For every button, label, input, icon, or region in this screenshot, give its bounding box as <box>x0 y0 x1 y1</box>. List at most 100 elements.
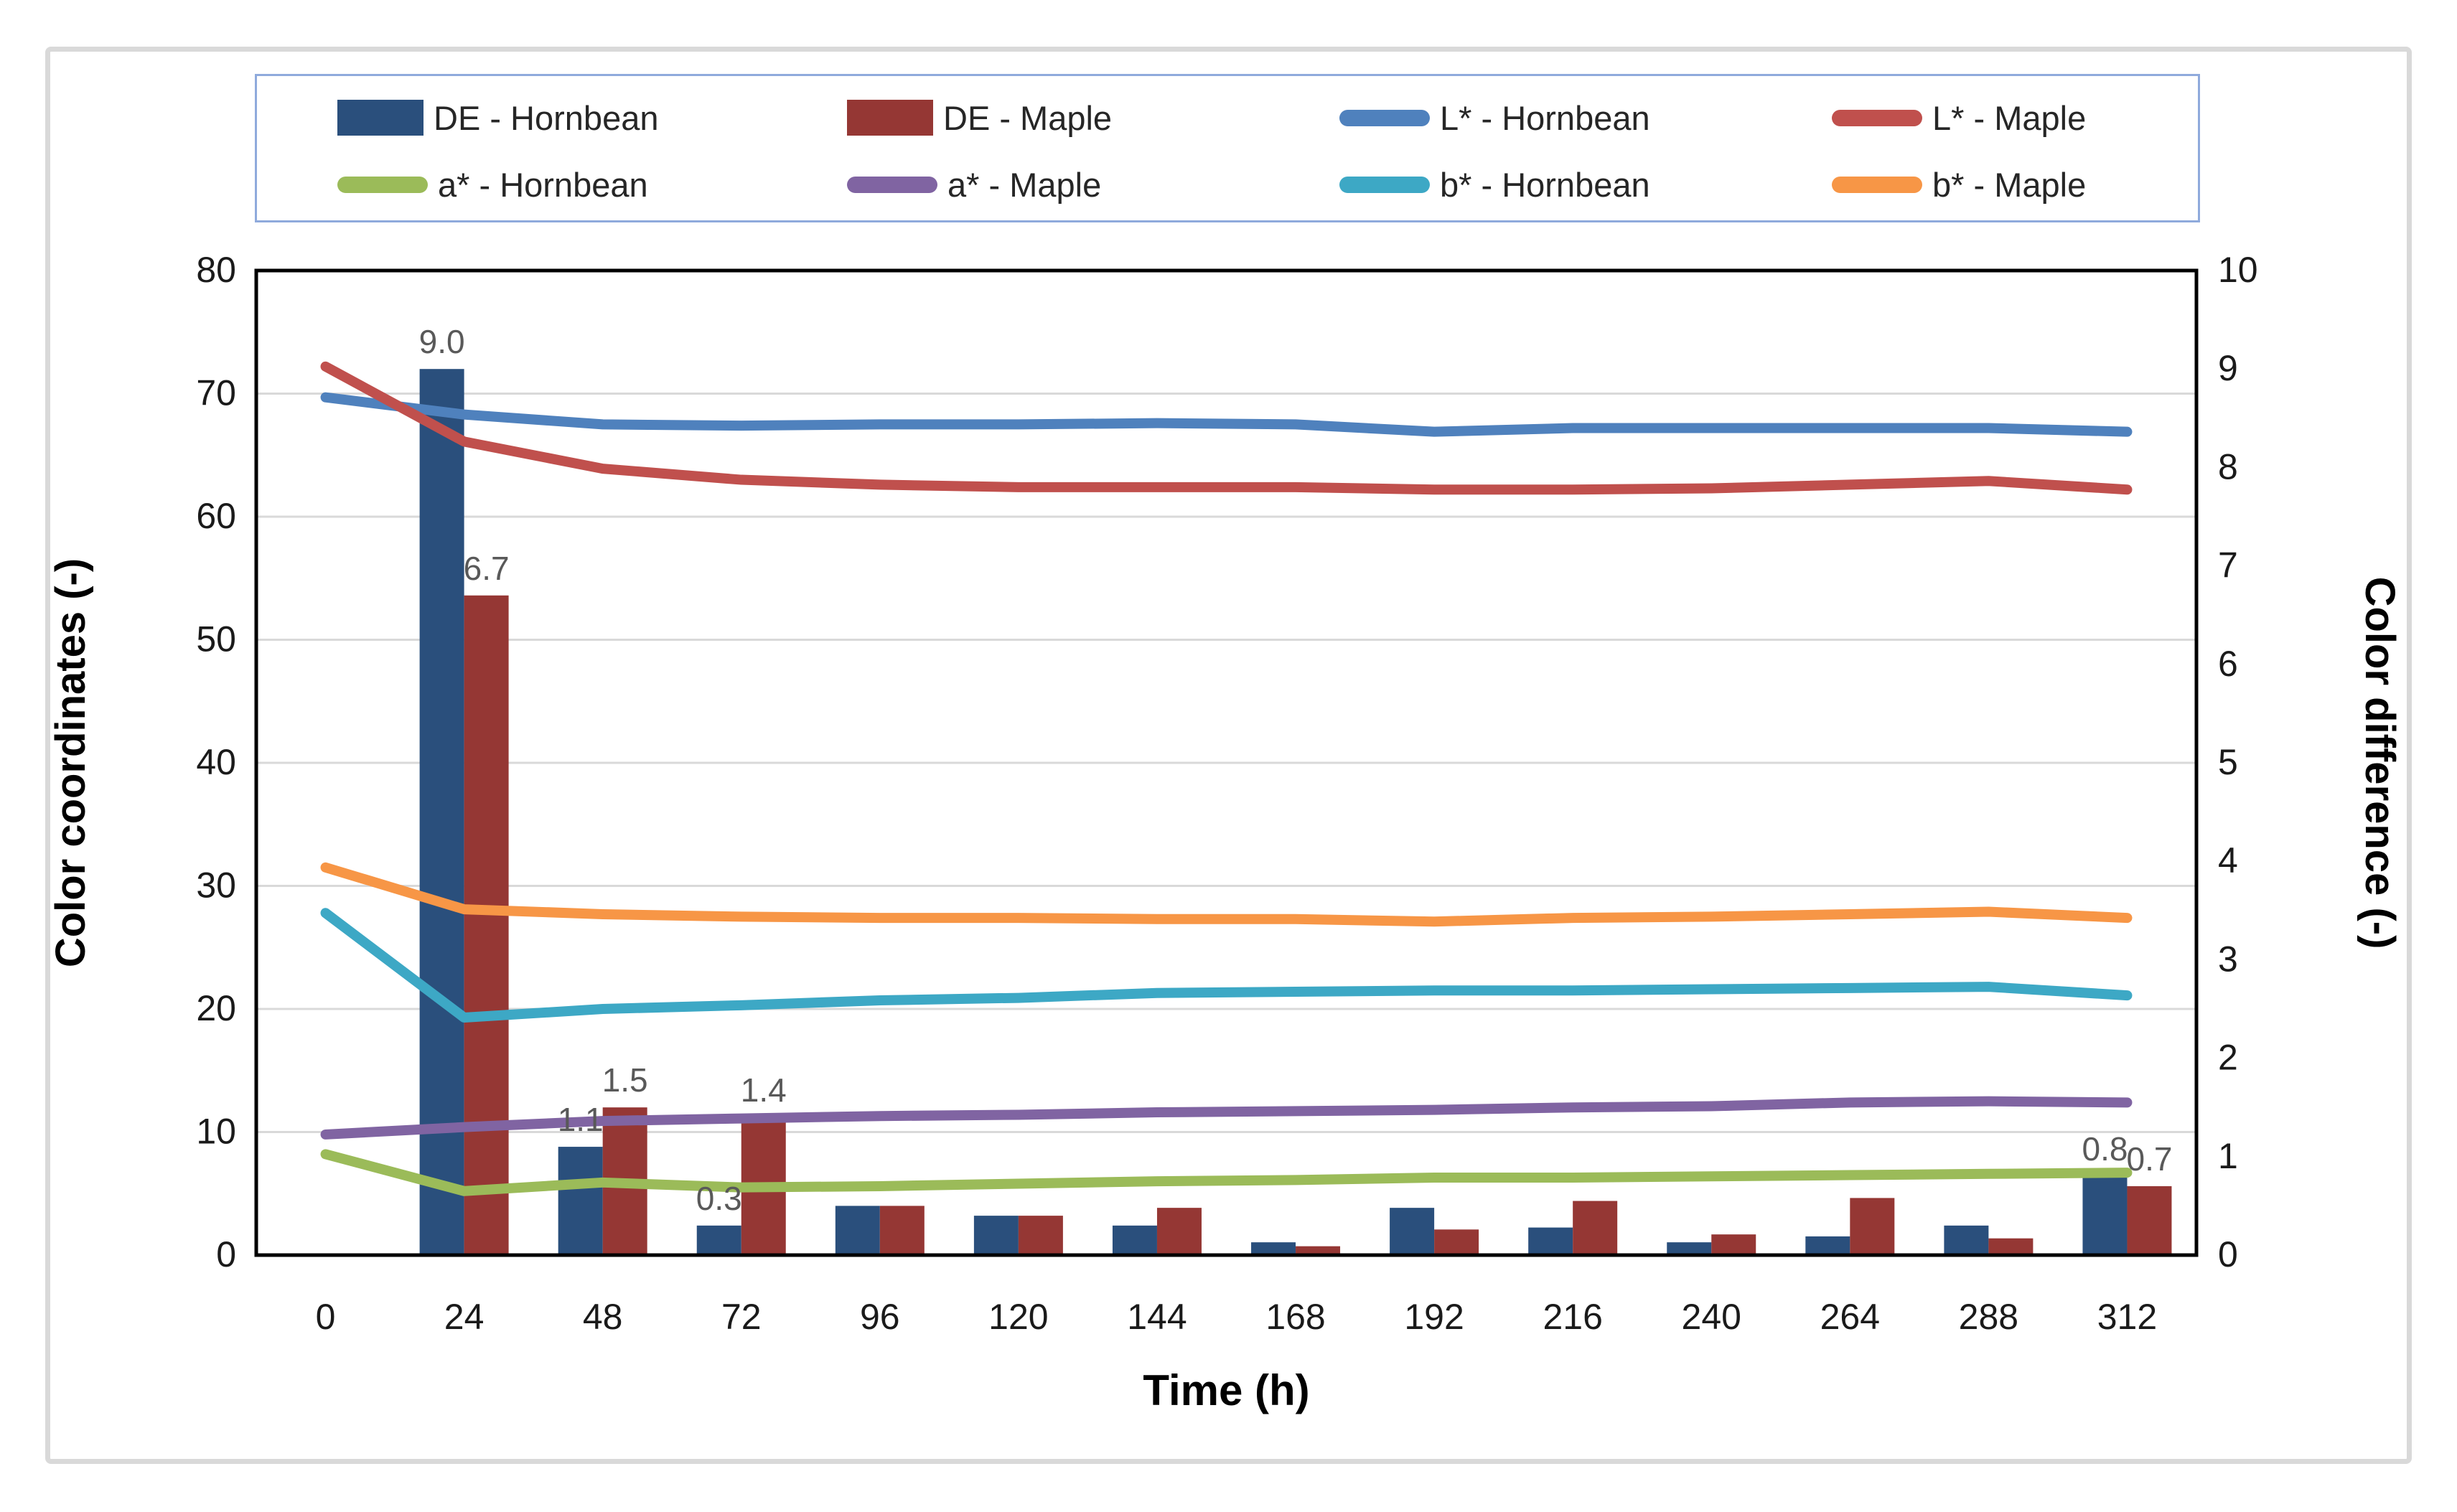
right-axis-tick: 4 <box>2218 840 2238 881</box>
bar-de-hornbean <box>558 1147 603 1255</box>
plot-border <box>254 268 2199 1257</box>
bar-de-maple <box>1434 1229 1479 1255</box>
legend-line-swatch-3da8c5 <box>1339 176 1430 193</box>
legend-bar-swatch-953734 <box>847 100 933 136</box>
x-axis-title: Time (h) <box>1143 1366 1309 1414</box>
x-axis-tick: 288 <box>1959 1297 2018 1337</box>
bar-de-hornbean <box>2082 1176 2128 1255</box>
legend-item-label: DE - Hornbean <box>434 98 659 137</box>
legend-item-label: L* - Hornbean <box>1440 98 1650 137</box>
chart-legend: DE - Hornbean DE - Maple L* - Hornbean L* -… <box>255 74 2200 222</box>
line-a-maple <box>320 1096 2133 1140</box>
left-axis-tick: 10 <box>196 1112 236 1152</box>
bar-de-hornbean <box>973 1216 1019 1255</box>
bar-de-maple <box>1988 1238 2034 1255</box>
left-axis-tick: 50 <box>196 619 236 659</box>
x-axis-tick: 48 <box>583 1297 623 1337</box>
x-axis-tick: 144 <box>1127 1297 1187 1337</box>
x-axis-tick: 192 <box>1404 1297 1464 1337</box>
x-axis-tick: 264 <box>1820 1297 1880 1337</box>
legend-item-label: a* - Hornbean <box>438 165 648 204</box>
line-b-hornbean <box>320 908 2133 1023</box>
legend-item-de-maple: DE - Maple <box>847 98 1112 138</box>
x-axis-tick: 168 <box>1265 1297 1325 1337</box>
bar-data-label: 0.7 <box>2126 1140 2172 1178</box>
bar-de-maple <box>1156 1208 1202 1255</box>
right-axis-tick: 7 <box>2218 545 2238 586</box>
bar-de-maple <box>464 595 509 1255</box>
right-axis-tick: 2 <box>2218 1038 2238 1078</box>
right-axis-tick: 5 <box>2218 742 2238 782</box>
legend-item-b-maple: b* - Maple <box>1832 164 2086 205</box>
bar-de-maple <box>1573 1201 1618 1255</box>
bar-de-hornbean <box>696 1225 741 1255</box>
left-axis-tick: 60 <box>196 496 236 536</box>
left-axis-title: Color coordinates (-) <box>47 558 94 967</box>
legend-item-label: L* - Maple <box>1932 98 2087 137</box>
legend-item-b-hornbean: b* - Hornbean <box>1339 164 1650 205</box>
legend-item-label: b* - Hornbean <box>1440 165 1650 204</box>
bar-data-label: 9.0 <box>419 323 465 360</box>
bar-de-hornbean <box>419 369 464 1256</box>
line-l-maple <box>320 361 2133 495</box>
x-axis-tick: 216 <box>1543 1297 1602 1337</box>
left-axis-tick: 0 <box>216 1234 236 1274</box>
right-axis-tick: 1 <box>2218 1136 2238 1176</box>
bar-de-hornbean <box>1112 1225 1157 1255</box>
legend-item-label: a* - Maple <box>947 165 1102 204</box>
legend-bar-swatch-2a4f7c <box>337 100 423 136</box>
bar-data-label: 0.8 <box>2082 1130 2128 1168</box>
x-axis-tick: 0 <box>316 1297 336 1337</box>
x-axis-tick: 120 <box>988 1297 1048 1337</box>
bar-de-maple <box>1296 1246 1341 1255</box>
bar-data-label: 1.1 <box>558 1101 604 1138</box>
bar-de-hornbean <box>835 1206 880 1255</box>
x-axis-tick: 96 <box>860 1297 900 1337</box>
bar-data-label: 1.5 <box>602 1061 648 1099</box>
x-axis-tick: 72 <box>721 1297 762 1337</box>
bar-data-label: 6.7 <box>464 550 510 587</box>
bar-de-maple <box>1018 1216 1063 1255</box>
right-axis-tick: 10 <box>2218 250 2258 290</box>
legend-item-a-maple: a* - Maple <box>847 164 1101 205</box>
bar-de-maple <box>2127 1185 2172 1255</box>
x-axis-tick: 312 <box>2097 1297 2157 1337</box>
legend-line-swatch-c0504d <box>1832 109 1922 126</box>
bar-de-hornbean <box>1667 1242 1712 1255</box>
legend-item-l-hornbean: L* - Hornbean <box>1339 98 1650 138</box>
left-axis-tick: 30 <box>196 865 236 906</box>
bar-data-label: 0.3 <box>696 1180 742 1217</box>
bar-de-hornbean <box>1251 1242 1296 1255</box>
left-axis-tick: 80 <box>196 250 236 290</box>
x-axis-tick: 24 <box>444 1297 485 1337</box>
bar-de-maple <box>1850 1198 1895 1255</box>
bar-de-hornbean <box>1805 1236 1850 1255</box>
bar-data-label: 1.4 <box>741 1071 787 1109</box>
bar-de-hornbean <box>1390 1208 1435 1255</box>
left-axis-tick: 70 <box>196 373 236 413</box>
bar-de-maple <box>879 1206 925 1255</box>
left-axis-tick: 40 <box>196 742 236 782</box>
line-b-maple <box>320 862 2133 927</box>
left-axis-tick: 20 <box>196 988 236 1028</box>
legend-line-swatch-f79646 <box>1832 176 1922 193</box>
bar-de-hornbean <box>1944 1225 1989 1255</box>
right-axis-tick: 3 <box>2218 939 2238 979</box>
legend-line-swatch-4f81bd <box>1339 109 1430 126</box>
right-axis-tick: 8 <box>2218 446 2238 487</box>
line-a-hornbean <box>320 1149 2133 1196</box>
legend-item-label: DE - Maple <box>943 98 1113 137</box>
legend-line-swatch-8064a2 <box>847 176 937 193</box>
right-axis-tick: 6 <box>2218 644 2238 684</box>
right-axis-tick: 9 <box>2218 348 2238 388</box>
legend-item-de-hornbean: DE - Hornbean <box>337 98 659 138</box>
legend-item-l-maple: L* - Maple <box>1832 98 2086 138</box>
right-axis-tick: 0 <box>2218 1234 2238 1274</box>
x-axis-tick: 240 <box>1682 1297 1741 1337</box>
bar-de-maple <box>1711 1234 1756 1255</box>
legend-item-a-hornbean: a* - Hornbean <box>337 164 648 205</box>
right-axis-title: Color difference (-) <box>2357 577 2403 949</box>
bar-de-hornbean <box>1528 1227 1573 1255</box>
legend-item-label: b* - Maple <box>1932 165 2087 204</box>
